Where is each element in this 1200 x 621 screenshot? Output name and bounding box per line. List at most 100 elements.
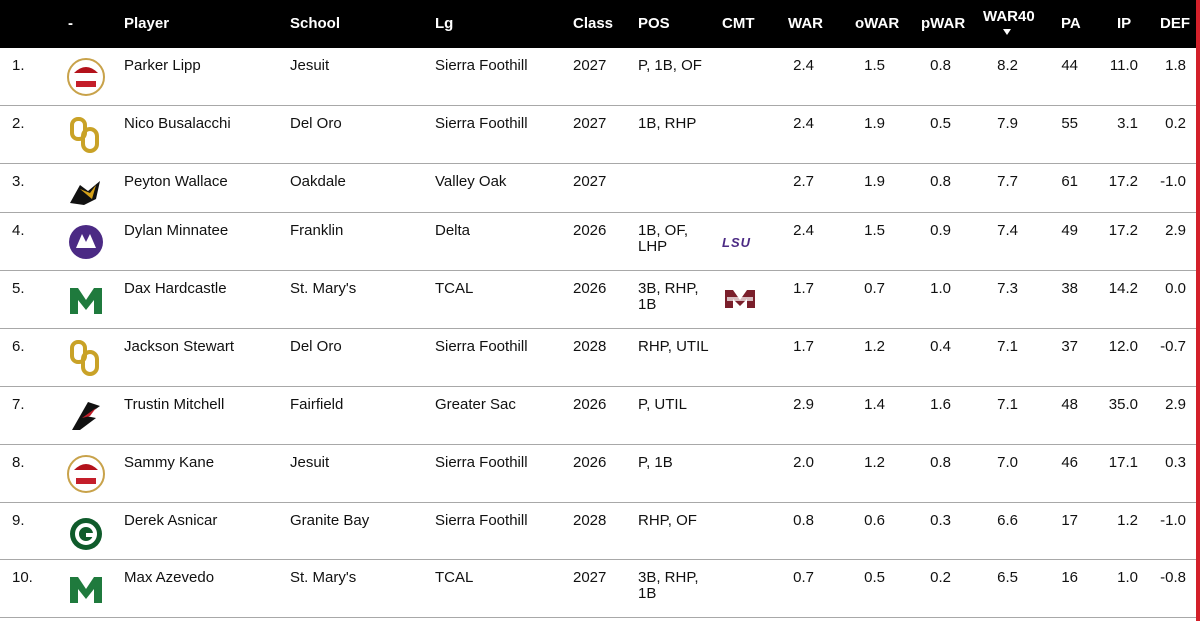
owar-cell: 0.6 xyxy=(864,512,885,529)
pwar-cell: 0.9 xyxy=(930,222,951,239)
player-cell: Jackson Stewart xyxy=(124,338,235,355)
pos-cell: RHP, OF xyxy=(638,512,697,529)
school-cell: Del Oro xyxy=(290,338,342,355)
rank-cell: 3. xyxy=(12,173,25,190)
class-cell: 2026 xyxy=(573,222,607,239)
pwar-cell: 0.4 xyxy=(930,338,951,355)
player-cell: Derek Asnicar xyxy=(124,512,218,529)
def-cell: 1.8 xyxy=(1165,57,1186,74)
table-row: 10. Max Azevedo St. Mary's TCAL 2027 3B, RHP,… xyxy=(0,560,1196,618)
school-logo xyxy=(72,402,100,430)
column-header: oWAR xyxy=(855,15,900,32)
ip-cell: 1.2 xyxy=(1117,512,1138,529)
school-cell: Granite Bay xyxy=(290,512,370,529)
war-cell: 2.4 xyxy=(793,57,814,74)
table-row: 3. Peyton Wallace Oakdale Valley Oak 2027 2.7… xyxy=(0,164,1196,213)
column-header: Class xyxy=(573,15,614,32)
pos-cell: P, 1B xyxy=(638,454,673,471)
rank-cell: 5. xyxy=(12,280,25,297)
lg-cell: Sierra Foothill xyxy=(435,454,528,471)
war40-cell: 7.4 xyxy=(997,222,1018,239)
class-cell: 2026 xyxy=(573,454,607,471)
column-header: POS xyxy=(638,15,670,32)
lg-cell: Greater Sac xyxy=(435,396,516,413)
player-cell: Dax Hardcastle xyxy=(124,280,227,297)
table-row: 8. Sammy Kane Jesuit Sierra Foothill 2026 P, … xyxy=(0,445,1196,503)
lg-cell: Valley Oak xyxy=(435,173,507,190)
school-cell: Franklin xyxy=(290,222,344,239)
column-header: WAR xyxy=(788,15,823,32)
player-cell: Parker Lipp xyxy=(124,57,201,74)
pwar-cell: 1.6 xyxy=(930,396,951,413)
table-row: 9. Derek Asnicar Granite Bay Sierra Foothil… xyxy=(0,503,1196,560)
def-cell: 0.3 xyxy=(1165,454,1186,471)
school-cell: St. Mary's xyxy=(290,569,357,586)
rank-cell: 7. xyxy=(12,396,25,413)
class-cell: 2027 xyxy=(573,569,607,586)
class-cell: 2027 xyxy=(573,57,607,74)
lg-cell: Sierra Foothill xyxy=(435,338,528,355)
war-cell: 2.4 xyxy=(793,222,814,239)
table-row: 4. Dylan Minnatee Franklin Delta 2026 1B, OF,… xyxy=(0,213,1196,271)
player-cell: Dylan Minnatee xyxy=(124,222,229,239)
war40-cell: 6.6 xyxy=(997,512,1018,529)
pwar-cell: 0.8 xyxy=(930,173,951,190)
owar-cell: 1.2 xyxy=(864,338,885,355)
rank-cell: 4. xyxy=(12,222,25,239)
ip-cell: 3.1 xyxy=(1117,115,1138,132)
war-cell: 1.7 xyxy=(793,280,814,297)
lg-cell: Sierra Foothill xyxy=(435,115,528,132)
column-header: - xyxy=(68,15,73,32)
commit-logo xyxy=(725,290,755,308)
pwar-cell: 0.5 xyxy=(930,115,951,132)
pa-cell: 16 xyxy=(1061,569,1078,586)
lg-cell: TCAL xyxy=(435,569,474,586)
school-cell: St. Mary's xyxy=(290,280,357,297)
ip-cell: 11.0 xyxy=(1109,57,1138,74)
column-header: PA xyxy=(1061,15,1081,32)
column-header: Player xyxy=(124,15,170,32)
owar-cell: 1.5 xyxy=(864,57,885,74)
table-row: 2. Nico Busalacchi Del Oro Sierra Foothill 2… xyxy=(0,106,1196,164)
war40-cell: 7.3 xyxy=(997,280,1018,297)
table-row: 7. Trustin Mitchell Fairfield Greater Sac 20… xyxy=(0,387,1196,445)
rank-cell: 1. xyxy=(12,57,25,74)
owar-cell: 1.4 xyxy=(864,396,885,413)
def-cell: -1.0 xyxy=(1160,173,1186,190)
pa-cell: 46 xyxy=(1061,454,1078,471)
pa-cell: 55 xyxy=(1061,115,1078,132)
def-cell: 0.2 xyxy=(1165,115,1186,132)
ip-cell: 35.0 xyxy=(1108,396,1138,413)
pa-cell: 37 xyxy=(1061,338,1078,355)
player-cell: Max Azevedo xyxy=(124,569,215,586)
table-row: 1. Parker Lipp Jesuit Sierra Foothill 2027 P,… xyxy=(0,48,1196,106)
def-cell: 0.0 xyxy=(1165,280,1186,297)
pos-cell: RHP, UTIL xyxy=(638,338,709,355)
rank-cell: 2. xyxy=(12,115,25,132)
school-logo xyxy=(69,225,103,259)
war-cell: 2.0 xyxy=(793,454,814,471)
ip-cell: 17.2 xyxy=(1108,173,1138,190)
player-cell: Peyton Wallace xyxy=(124,173,228,190)
class-cell: 2026 xyxy=(573,280,607,297)
class-cell: 2027 xyxy=(573,115,607,132)
war-cell: 2.4 xyxy=(793,115,814,132)
owar-cell: 1.2 xyxy=(864,454,885,471)
pos-cell: 1B, RHP xyxy=(638,115,697,132)
pa-cell: 17 xyxy=(1061,512,1078,529)
owar-cell: 1.9 xyxy=(864,115,885,132)
lg-cell: Delta xyxy=(435,222,471,239)
rank-cell: 9. xyxy=(12,512,25,529)
rank-cell: 8. xyxy=(12,454,25,471)
school-cell: Jesuit xyxy=(290,454,330,471)
def-cell: 2.9 xyxy=(1165,396,1186,413)
war40-cell: 7.1 xyxy=(997,338,1018,355)
column-header: WAR40 xyxy=(983,8,1035,25)
class-cell: 2028 xyxy=(573,512,607,529)
header-row: - Player School Lg Class POS CMT WAR oWAR pWAR WAR… xyxy=(0,0,1196,48)
player-cell: Nico Busalacchi xyxy=(124,115,231,132)
column-header: CMT xyxy=(722,15,755,32)
school-cell: Del Oro xyxy=(290,115,342,132)
war-cell: 0.7 xyxy=(793,569,814,586)
